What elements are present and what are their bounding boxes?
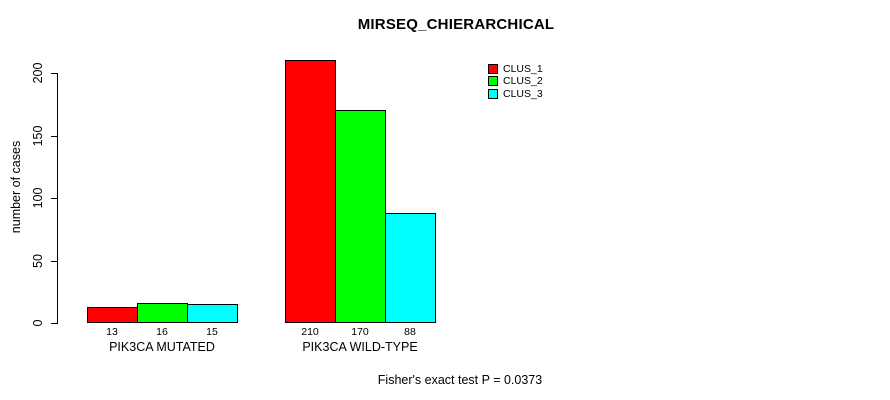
legend-item-clus_3: CLUS_3 [488, 87, 543, 100]
bar-value-label: 15 [206, 326, 218, 338]
legend-swatch-clus_2 [488, 76, 498, 87]
y-tick-mark [51, 136, 58, 137]
legend-item-clus_1: CLUS_1 [488, 64, 543, 74]
legend-label: CLUS_1 [503, 63, 543, 75]
y-tick-mark [51, 73, 58, 74]
y-tick-label: 200 [31, 62, 45, 84]
legend-item-clus_2: CLUS_2 [488, 75, 543, 88]
bar-clus_2-group0 [137, 303, 188, 323]
bar-clus_3-group1 [385, 213, 436, 323]
y-tick-label: 100 [31, 187, 45, 209]
legend-label: CLUS_3 [503, 87, 543, 100]
group-label: PIK3CA MUTATED [109, 340, 215, 354]
bar-value-label: 16 [156, 326, 168, 338]
legend-swatch-clus_3 [488, 88, 498, 99]
bar-value-label: 170 [351, 326, 369, 338]
y-tick-label: 0 [31, 319, 45, 327]
legend-label: CLUS_2 [503, 75, 543, 88]
y-tick-label: 50 [31, 254, 45, 268]
bar-value-label: 13 [106, 326, 118, 338]
y-tick-mark [51, 261, 58, 262]
legend: CLUS_1 CLUS_2 CLUS_3 [488, 64, 543, 101]
bar-clus_1-group0 [87, 307, 138, 323]
bar-clus_2-group1 [335, 110, 386, 323]
annotation-fishers-test: Fisher's exact test P = 0.0373 [377, 373, 543, 387]
group-label: PIK3CA WILD-TYPE [302, 340, 418, 354]
bar-clus_1-group1 [285, 60, 336, 323]
y-tick-label: 150 [31, 125, 45, 147]
chart-title: MIRSEQ_CHIERARCHICAL [357, 16, 555, 33]
bar-value-label: 88 [404, 326, 416, 338]
bar-value-label: 210 [301, 326, 319, 338]
y-tick-mark [51, 198, 58, 199]
legend-swatch-clus_1 [488, 64, 498, 74]
bar-clus_3-group0 [187, 304, 238, 323]
y-tick-mark [51, 323, 58, 324]
